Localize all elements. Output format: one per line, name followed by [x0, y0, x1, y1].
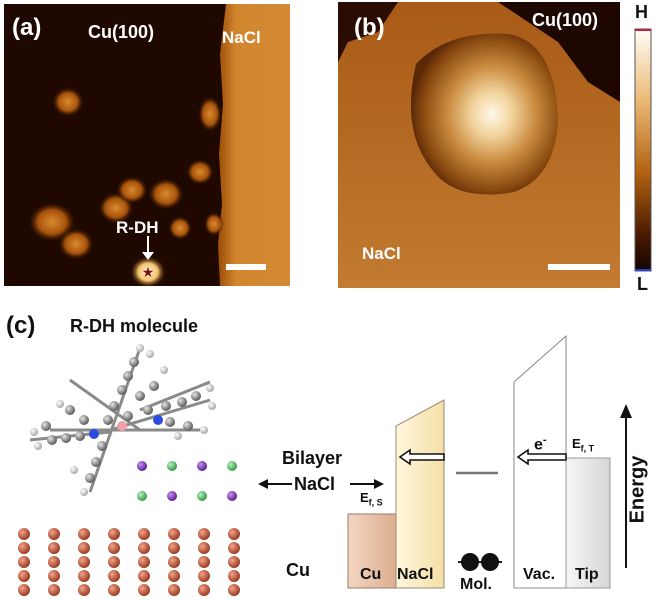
scale-bar-b — [548, 264, 610, 270]
cu-substrate-label: Cu — [286, 560, 310, 580]
panel-a-stm-image: ★ — [4, 4, 290, 286]
cu-atom — [138, 556, 150, 568]
cu-atom — [18, 570, 30, 582]
cu-atom — [138, 584, 150, 596]
panel-b-stm-image — [338, 2, 620, 288]
cu-atom — [18, 528, 30, 540]
mol-block-label: Mol. — [460, 576, 492, 593]
molecule-on-surface-illustration — [18, 344, 240, 596]
cu-atom — [228, 570, 240, 582]
cu-atom — [198, 584, 210, 596]
cu-atom — [228, 556, 240, 568]
cu-atom — [108, 556, 120, 568]
height-colorbar — [634, 28, 652, 272]
panel-a-nacl-label: NaCl — [222, 28, 261, 47]
energy-axis-arrow — [620, 404, 632, 568]
panel-b-label: (b) — [354, 14, 385, 41]
tunneling-arrow-vacuum — [516, 448, 567, 466]
cu-atom — [48, 556, 60, 568]
cu-atom — [108, 584, 120, 596]
cu-atom — [228, 542, 240, 554]
panel-b-substrate-label: Cu(100) — [532, 10, 599, 30]
energy-axis-label: Energy — [626, 455, 649, 524]
cu-atom — [168, 584, 180, 596]
cu-atom — [48, 528, 60, 540]
vacuum-barrier-block — [513, 334, 567, 589]
panel-a-substrate-label: Cu(100) — [88, 22, 155, 42]
cu-atom — [138, 528, 150, 540]
panel-a-molecule-label: R-DH — [116, 218, 159, 237]
bilayer-double-arrow — [258, 479, 384, 489]
r-dh-marker-star: ★ — [142, 265, 155, 281]
cu-atom — [78, 584, 90, 596]
cu-atom — [108, 542, 120, 554]
colorbar-high-label: H — [635, 2, 648, 22]
nacl-block-label: NaCl — [397, 566, 434, 583]
energy-level-diagram — [347, 334, 632, 589]
cu-atom — [138, 570, 150, 582]
cu-atom — [78, 570, 90, 582]
cu-atom — [198, 542, 210, 554]
cu-atom — [18, 556, 30, 568]
cu-atom — [18, 584, 30, 596]
cu-atom — [198, 570, 210, 582]
electron-label: e- — [534, 434, 547, 454]
tip-band-block — [565, 457, 611, 589]
cu-band-block — [347, 513, 397, 589]
cu-atom — [168, 570, 180, 582]
cu-atom — [78, 528, 90, 540]
vac-block-label: Vac. — [523, 566, 556, 583]
panel-a-label: (a) — [12, 14, 42, 41]
cu-atom — [78, 542, 90, 554]
cu-atom — [168, 542, 180, 554]
cu-atom — [48, 584, 60, 596]
tip-block-label: Tip — [575, 566, 599, 583]
cu-atom — [48, 570, 60, 582]
cu-atom — [78, 556, 90, 568]
cu-atom — [138, 542, 150, 554]
ef-t-label: Ef, T — [572, 436, 595, 454]
cu-atom — [198, 528, 210, 540]
panel-c-label: (c) — [6, 312, 36, 339]
panel-b-nacl-label: NaCl — [362, 244, 401, 263]
bilayer-nacl-label-line1: Bilayer — [282, 448, 343, 468]
tunneling-arrow-nacl — [398, 448, 445, 466]
scale-bar-a — [226, 264, 266, 270]
cu-atom — [108, 528, 120, 540]
cu-atom — [168, 556, 180, 568]
panel-c-title: R-DH molecule — [70, 316, 199, 336]
ef-s-label: Ef, S — [360, 490, 383, 508]
molecule-dumbbell-icon — [458, 553, 502, 571]
nacl-barrier-block — [395, 399, 445, 589]
cu-atom — [168, 528, 180, 540]
cu-atom — [108, 570, 120, 582]
bilayer-nacl-label-line2: NaCl — [294, 474, 336, 494]
cu-atom — [48, 542, 60, 554]
cu-block-label: Cu — [360, 566, 382, 583]
cu-atom — [198, 556, 210, 568]
cu-atom — [228, 528, 240, 540]
cu-atom — [18, 542, 30, 554]
colorbar-low-label: L — [637, 274, 648, 294]
cu-atom — [228, 584, 240, 596]
